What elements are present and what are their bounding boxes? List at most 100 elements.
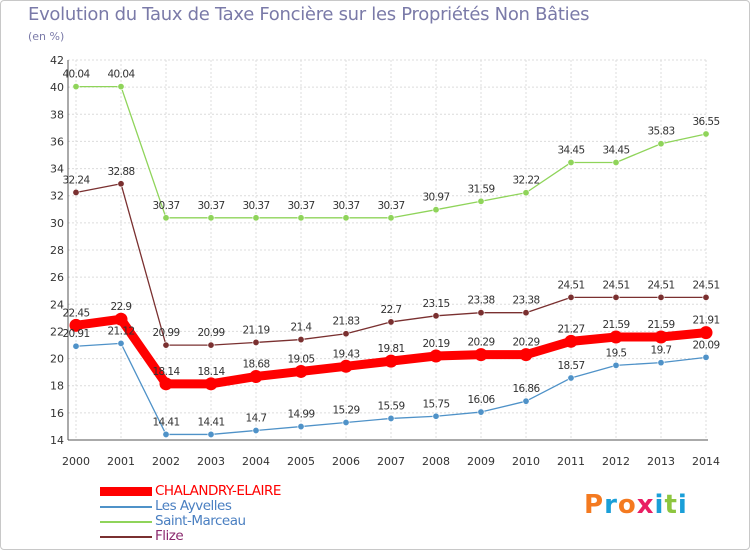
data-label: 19.7 [651, 345, 672, 357]
y-tick-label: 20 [50, 353, 64, 366]
data-label: 21.19 [242, 324, 269, 336]
proxiti-logo: Proxiti [584, 490, 688, 520]
data-point [72, 83, 80, 91]
data-point [159, 377, 173, 391]
data-point [564, 334, 578, 348]
y-tick-label: 14 [50, 434, 64, 447]
legend-label: CHALANDRY-ELAIRE [155, 483, 281, 499]
data-label: 31.59 [467, 183, 494, 195]
data-point [117, 83, 125, 91]
data-point [519, 348, 533, 362]
x-tick-label: 2009 [467, 455, 495, 468]
legend-swatch [100, 487, 152, 496]
data-label: 30.37 [152, 200, 179, 212]
data-point [249, 369, 263, 383]
data-label: 30.37 [197, 200, 224, 212]
data-point [522, 189, 530, 197]
data-point [342, 330, 350, 338]
data-point [429, 349, 443, 363]
data-label: 24.51 [557, 279, 584, 291]
data-point [657, 293, 665, 301]
data-label: 21.91 [692, 315, 719, 327]
data-point [162, 341, 170, 349]
data-point [657, 359, 665, 367]
data-label: 36.55 [692, 116, 719, 128]
data-point [207, 430, 215, 438]
x-tick-label: 2011 [557, 455, 585, 468]
legend-label: Saint-Marceau [155, 513, 246, 529]
x-tick-label: 2006 [332, 455, 360, 468]
data-point [567, 293, 575, 301]
x-tick-label: 2005 [287, 455, 315, 468]
y-tick-label: 40 [50, 81, 64, 94]
data-point [297, 336, 305, 344]
y-tick-label: 16 [50, 407, 64, 420]
data-label: 20.09 [692, 339, 719, 351]
data-label: 32.22 [512, 175, 539, 187]
data-label: 21.27 [557, 323, 584, 335]
data-label: 20.19 [422, 338, 449, 350]
data-label: 30.37 [242, 200, 269, 212]
data-label: 22.7 [381, 304, 402, 316]
x-tick-label: 2001 [107, 455, 135, 468]
data-point [387, 414, 395, 422]
data-point [252, 338, 260, 346]
legend-label: Les Ayvelles [155, 498, 232, 514]
legend-swatch [100, 520, 152, 523]
data-point [207, 214, 215, 222]
y-tick-label: 22 [50, 325, 64, 338]
y-tick-label: 34 [50, 163, 64, 176]
data-label: 21.59 [602, 319, 629, 331]
data-point [384, 354, 398, 368]
data-point [252, 214, 260, 222]
data-point [699, 326, 713, 340]
data-label: 30.37 [377, 200, 404, 212]
y-tick-label: 28 [50, 244, 64, 257]
data-label: 22.45 [62, 307, 89, 319]
data-point [609, 330, 623, 344]
x-tick-label: 2007 [377, 455, 405, 468]
data-label: 23.38 [467, 295, 494, 307]
data-label: 18.68 [242, 358, 269, 370]
y-tick-label: 18 [50, 380, 64, 393]
x-tick-label: 2010 [512, 455, 540, 468]
data-point [612, 158, 620, 166]
legend-item: CHALANDRY-ELAIRE [100, 484, 281, 499]
data-label: 23.15 [422, 298, 449, 310]
data-point [477, 408, 485, 416]
data-label: 18.57 [557, 360, 584, 372]
x-tick-label: 2012 [602, 455, 630, 468]
data-label: 40.04 [107, 69, 135, 81]
data-label: 15.59 [377, 400, 404, 412]
data-point [117, 180, 125, 188]
data-label: 21.12 [107, 325, 134, 337]
data-label: 20.29 [512, 337, 539, 349]
data-point [567, 158, 575, 166]
data-label: 16.06 [467, 394, 495, 406]
data-label: 14.41 [197, 416, 224, 428]
data-point [657, 140, 665, 148]
data-point [702, 130, 710, 138]
data-label: 30.37 [332, 200, 359, 212]
data-point [432, 412, 440, 420]
x-tick-label: 2014 [692, 455, 720, 468]
data-label: 24.51 [692, 279, 719, 291]
data-point [702, 293, 710, 301]
legend-item: Flize [100, 529, 281, 544]
legend-swatch [100, 505, 152, 508]
data-point [522, 309, 530, 317]
data-label: 18.14 [152, 366, 180, 378]
data-label: 21.4 [291, 322, 313, 334]
data-label: 24.51 [602, 279, 629, 291]
data-label: 19.81 [377, 343, 404, 355]
data-label: 35.83 [647, 126, 674, 138]
data-point [567, 374, 575, 382]
data-label: 20.91 [62, 328, 89, 340]
x-tick-label: 2002 [152, 455, 180, 468]
data-label: 34.45 [557, 144, 584, 156]
legend-label: Flize [155, 528, 184, 544]
legend-swatch [100, 535, 152, 538]
data-point [612, 293, 620, 301]
data-label: 20.99 [197, 327, 224, 339]
data-point [387, 214, 395, 222]
